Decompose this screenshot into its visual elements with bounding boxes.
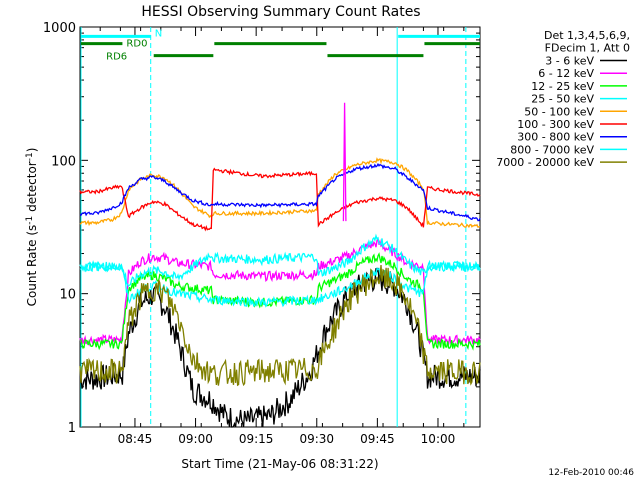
legend-label: 3 - 6 keV (545, 55, 594, 68)
legend-label: 50 - 100 keV (524, 105, 594, 118)
series-line (79, 267, 481, 428)
legend-label: 12 - 25 keV (531, 80, 594, 93)
x-tick-label: 09:30 (299, 432, 334, 446)
x-axis-label: Start Time (21-May-06 08:31:22) (181, 457, 378, 471)
y-axis-label: Count Rate (s-1 detector-1) (25, 148, 39, 307)
flag-label-rd6: RD6 (106, 52, 127, 63)
legend: Det 1,3,4,5,6,9,FDecim 1, Att 03 - 6 keV… (496, 29, 630, 169)
y-label-sup1: -1 (25, 216, 35, 225)
legend-label: 800 - 7000 keV (510, 143, 594, 156)
series-line (342, 102, 347, 222)
legend-header: FDecim 1, Att 0 (545, 42, 630, 55)
y-label-end: ) (25, 148, 39, 153)
x-tick-label: 10:00 (421, 432, 456, 446)
y-label-mid: detector (25, 161, 39, 216)
series-line (79, 167, 481, 232)
y-label-main: Count Rate (s (25, 225, 39, 307)
x-tick-label: 08:45 (118, 432, 153, 446)
footer-date: 12-Feb-2010 00:46 (548, 468, 634, 478)
legend-label: 7000 - 20000 keV (496, 156, 594, 169)
y-label-sup2: -1 (25, 152, 35, 161)
series-line (79, 264, 481, 387)
x-tick-label: 09:45 (360, 432, 395, 446)
y-tick-label: 10 (59, 288, 76, 303)
legend-label: 300 - 800 keV (517, 131, 594, 144)
legend-label: 25 - 50 keV (531, 93, 594, 106)
y-tick-label: 100 (51, 154, 76, 169)
series-line (79, 233, 481, 288)
chart-title: HESSI Observing Summary Count Rates (141, 4, 420, 20)
legend-label: 6 - 12 keV (538, 67, 594, 80)
legend-label: 100 - 300 keV (517, 118, 594, 131)
series-line (79, 162, 481, 222)
x-tick-label: 09:00 (178, 432, 213, 446)
y-tick-label: 1 (68, 421, 76, 436)
flag-label-rd0: RD0 (126, 39, 147, 50)
plot-area: 1 10 100 1000 08:45 09:00 09:15 09:30 09:45 10:00… (43, 21, 481, 446)
series-line (79, 157, 481, 229)
y-tick-label: 1000 (43, 21, 76, 36)
flag-label-n: N (155, 28, 162, 39)
legend-header: Det 1,3,4,5,6,9, (544, 29, 630, 42)
x-tick-label: 09:15 (239, 432, 274, 446)
series-line (79, 237, 481, 347)
